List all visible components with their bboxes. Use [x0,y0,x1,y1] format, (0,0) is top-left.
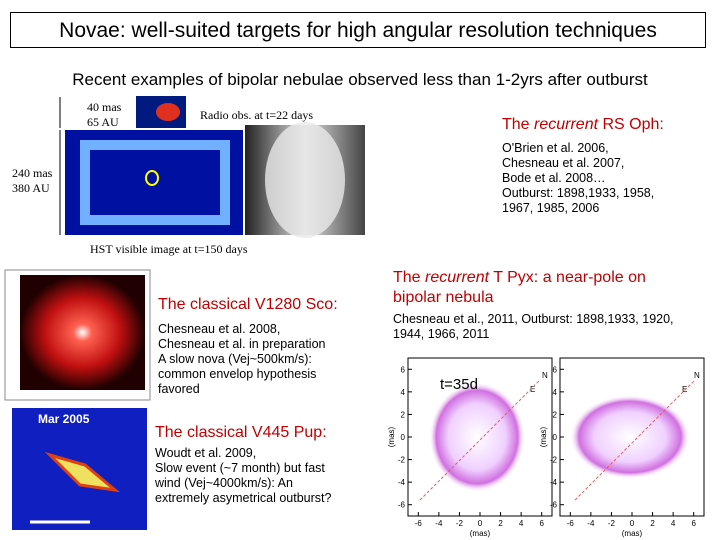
image-label: 240 mas [12,166,53,180]
ref-line: O'Brien et al. 2006, [502,141,609,155]
image-label: HST visible image at t=150 days [90,242,248,256]
heading-part: recurrent [534,116,599,133]
x-tick-label: -4 [435,519,443,528]
axis-line [419,379,541,501]
heading-part: The [502,116,535,133]
y-tick-label: 0 [401,433,406,442]
v1280-heading: The classical V1280 Sco: [158,296,338,313]
heading-part: RS Oph: [598,116,664,133]
v1280-text: Chesneau et al. 2008, Chesneau et al. in… [158,322,325,397]
ref-line: 1967, 1985, 2006 [502,201,600,215]
y-tick-label: -4 [398,478,406,487]
x-tick-label: -4 [587,519,595,528]
rs-oph-heading: The recurrent RS Oph: [502,116,664,134]
x-tick-label: -6 [567,519,575,528]
y-tick-label: -6 [398,501,406,510]
image-label: 40 mas [87,100,122,114]
heading-part: T Pyx: a near-pole on [489,269,646,286]
y-tick-label: 2 [553,410,558,419]
heading-part: bipolar nebula [393,289,494,306]
axis-line [574,379,696,501]
ref-line: Outburst: 1898,1933, 1958, [502,186,655,200]
y-tick-label: 2 [401,410,406,419]
hst-core [145,170,159,186]
heading-part: The [393,269,426,286]
axis-unit: (mas) [470,529,491,538]
image-label: Radio obs. at t=22 days [200,108,314,122]
x-tick-label: 6 [691,519,696,528]
pup-nebula [44,451,121,493]
ref-line: Bode et al. 2008… [502,171,606,185]
sco-image [20,275,145,390]
text-line: extremely asymetrical outburst? [155,491,332,505]
x-tick-label: 2 [498,519,503,528]
y-tick-label: 4 [401,388,406,397]
x-tick-label: 6 [539,519,544,528]
t-pyx-heading: The recurrent T Pyx: a near-pole on bipol… [393,268,646,308]
text-line: Chesneau et al. 2008, [158,322,281,336]
text-line: A slow nova (Vej~500km/s): [158,352,312,366]
text-line: Slow event (~7 month) but fast [155,461,325,475]
compass-label: E [682,385,687,394]
x-tick-label: 0 [630,519,635,528]
x-tick-label: 2 [650,519,655,528]
image-label: 380 AU [12,181,50,195]
text-line: Chesneau et al. in preparation [158,337,326,351]
text-line: common envelop hypothesis [158,367,317,381]
y-tick-label: -4 [550,478,558,487]
y-tick-label: 6 [553,365,558,374]
compass-label: N [694,371,700,380]
y-tick-label: 0 [553,433,558,442]
x-tick-label: -6 [415,519,423,528]
pyx-model [570,395,690,479]
axis-unit: (mas) [539,426,548,447]
subtitle: Recent examples of bipolar nebulae obser… [72,70,648,89]
pyx-model [429,382,525,492]
image-label: 65 AU [87,115,119,129]
axis-unit: (mas) [387,426,396,447]
y-tick-label: -2 [550,456,558,465]
text-line: wind (Vej~4000km/s): An [155,476,293,490]
x-tick-label: 4 [671,519,676,528]
image-label: Mar 2005 [38,412,90,426]
slide-title: Novae: well-suited targets for high angu… [10,12,706,48]
x-tick-label: 0 [478,519,483,528]
y-tick-label: -2 [398,456,406,465]
t-pyx-text: Chesneau et al., 2011, Outburst: 1898,19… [393,312,674,342]
y-tick-label: -6 [550,501,558,510]
text-line: 1944, 1966, 2011 [393,327,490,341]
heading-part: recurrent [425,269,490,286]
y-tick-label: 6 [401,365,406,374]
x-tick-label: -2 [608,519,616,528]
text-line: Chesneau et al., 2011, Outburst: 1898,19… [393,312,674,326]
radio-blob [156,103,180,121]
rs-oph-refs: O'Brien et al. 2006, Chesneau et al. 200… [502,141,654,216]
x-tick-label: -2 [456,519,464,528]
compass-label: N [542,371,548,380]
plot-label: t=35d [440,376,478,393]
y-tick-label: 4 [553,388,558,397]
axis-unit: (mas) [622,529,643,538]
ref-line: Chesneau et al. 2007, [502,156,625,170]
compass-label: E [530,385,535,394]
hst-ring [80,140,230,225]
text-line: favored [158,382,200,396]
text-line: Woudt et al. 2009, [155,446,257,460]
x-tick-label: 4 [519,519,524,528]
model-lobe [265,122,345,238]
v445-text: Woudt et al. 2009, Slow event (~7 month)… [155,446,331,506]
v445-heading: The classical V445 Pup: [155,424,327,441]
